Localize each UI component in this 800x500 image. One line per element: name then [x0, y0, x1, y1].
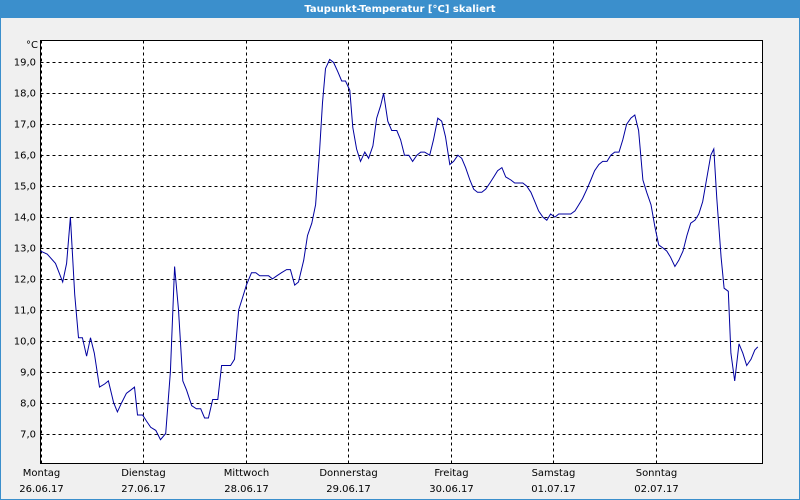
y-tick-label: 12,0 — [14, 275, 36, 286]
y-tick-label: 15,0 — [14, 182, 36, 193]
series-line — [40, 58, 759, 441]
x-tick-label: Samstag — [532, 468, 576, 479]
x-tick-date: 26.06.17 — [19, 484, 64, 495]
x-tick-label: Mittwoch — [224, 468, 269, 479]
y-tick-label: 16,0 — [14, 151, 36, 162]
plot-area — [40, 40, 763, 464]
x-tick-date: 30.06.17 — [429, 484, 474, 495]
x-tick-date: 28.06.17 — [224, 484, 269, 495]
y-tick-label: 11,0 — [14, 306, 36, 317]
title-bar — [0, 0, 800, 18]
y-tick-label: 17,0 — [14, 120, 36, 131]
x-tick-label: Donnerstag — [319, 468, 377, 479]
x-tick-date: 29.06.17 — [326, 484, 371, 495]
y-tick-label: 13,0 — [14, 244, 36, 255]
x-tick-label: Dienstag — [121, 468, 166, 479]
y-tick-label: 14,0 — [14, 213, 36, 224]
x-tick-label: Montag — [23, 468, 60, 479]
x-tick-label: Freitag — [434, 468, 468, 479]
y-tick-label: 18,0 — [14, 89, 36, 100]
y-tick-label: 10,0 — [14, 337, 36, 348]
chart-title: Taupunkt-Temperatur [°C] skaliert — [304, 4, 495, 15]
x-tick-date: 02.07.17 — [634, 484, 679, 495]
y-tick-label: 8,0 — [20, 399, 36, 410]
y-tick-label: 19,0 — [14, 58, 36, 69]
y-unit: °C — [26, 40, 38, 51]
y-tick-label: 7,0 — [20, 430, 36, 441]
y-tick-label: 9,0 — [20, 368, 36, 379]
x-tick-label: Sonntag — [636, 468, 678, 479]
x-tick-date: 27.06.17 — [121, 484, 166, 495]
x-tick-date: 01.07.17 — [531, 484, 576, 495]
